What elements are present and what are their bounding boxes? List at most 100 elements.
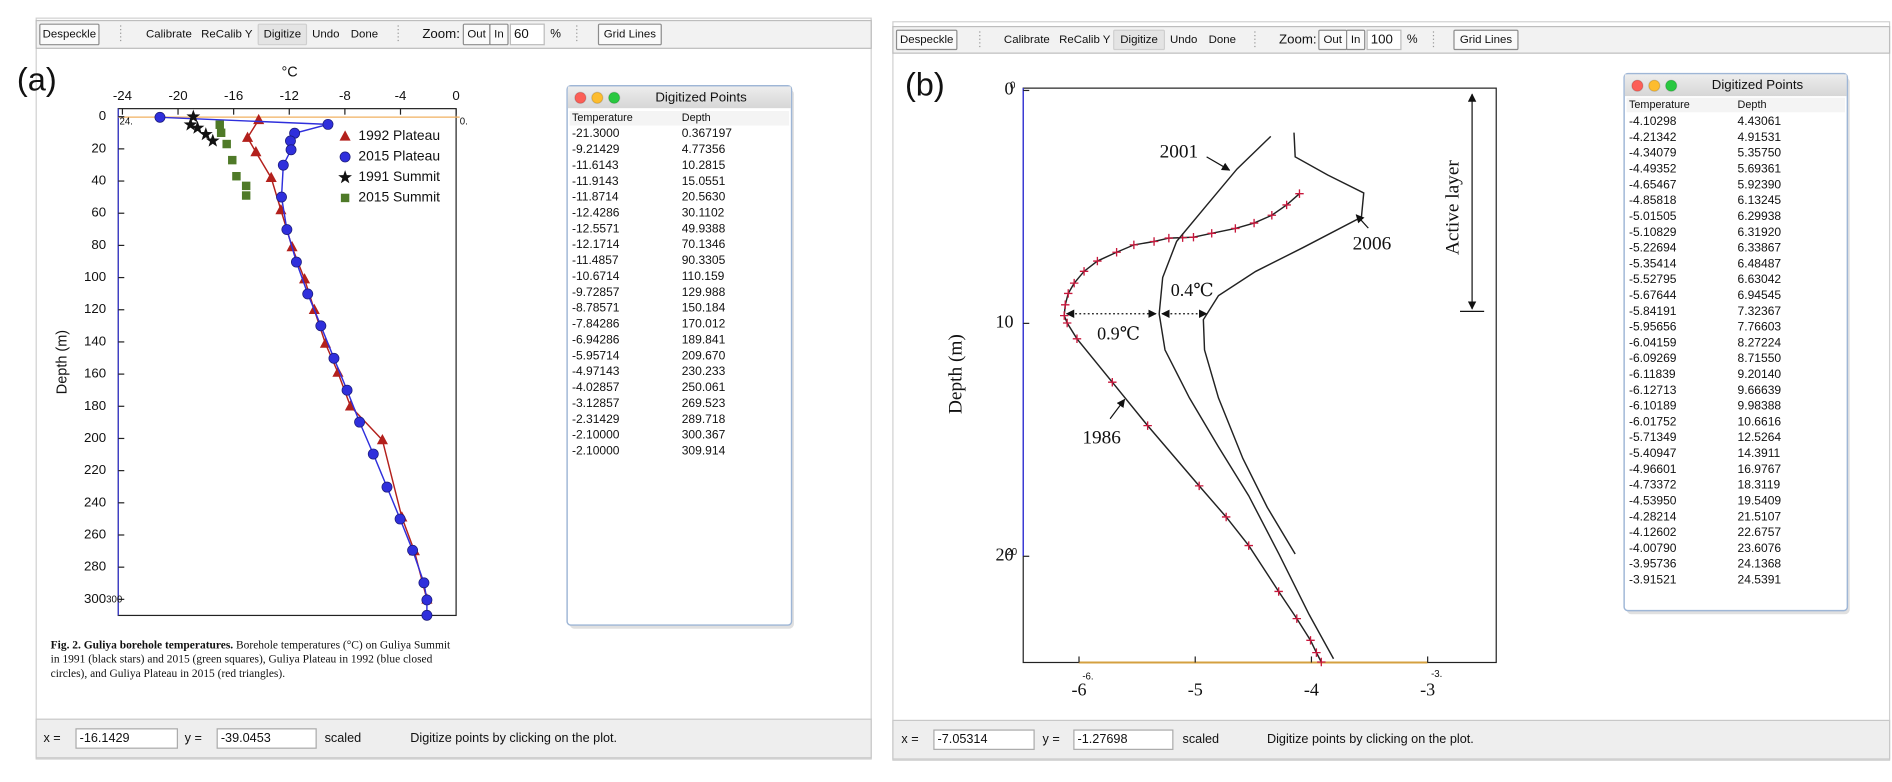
y-tick-label: 200	[84, 430, 106, 445]
button-frame[interactable]	[1113, 29, 1166, 51]
table-cell: 5.69361	[1738, 162, 1782, 176]
point	[299, 273, 311, 284]
point	[1295, 189, 1304, 198]
grid-button[interactable]: Grid Lines	[604, 28, 656, 40]
point	[241, 181, 251, 191]
zoom-button[interactable]: In	[1351, 34, 1361, 46]
table-cell: -11.4857	[572, 253, 619, 267]
point	[1306, 636, 1315, 645]
window-control[interactable]	[1665, 79, 1678, 92]
toolbar-button[interactable]: Undo	[312, 28, 339, 40]
point	[1143, 421, 1152, 430]
y-tick-label: 20	[995, 544, 1013, 564]
title-bar	[1624, 74, 1847, 97]
point	[1207, 229, 1216, 238]
button-frame[interactable]	[1453, 29, 1519, 51]
zoom-input[interactable]	[509, 23, 545, 46]
point	[1064, 289, 1073, 298]
status-field	[216, 728, 317, 749]
point	[1061, 300, 1070, 309]
window-control[interactable]	[1648, 79, 1661, 92]
table-cell: 170.012	[682, 317, 726, 331]
toolbar-button[interactable]: Calibrate	[1004, 34, 1050, 46]
panel-label: (b)	[905, 67, 945, 103]
table-cell: -4.02857	[572, 380, 620, 394]
table-cell: 6.13245	[1738, 193, 1782, 207]
calibration-label: -6.	[1082, 672, 1093, 683]
toolbar-button[interactable]: Done	[1209, 34, 1236, 46]
point	[1069, 278, 1079, 288]
table-cell: -5.95656	[1629, 320, 1677, 334]
point	[322, 118, 334, 130]
zoom-button[interactable]: Out	[1323, 34, 1342, 46]
x-tick-label: -5	[1188, 680, 1203, 700]
calibration-label: 20	[1006, 547, 1017, 558]
toolbar-button[interactable]: ReCalib Y	[1059, 34, 1111, 46]
point	[302, 288, 314, 300]
point	[242, 131, 254, 142]
button-frame[interactable]	[39, 23, 100, 46]
table-cell: -5.67644	[1629, 288, 1677, 302]
toolbar-button[interactable]: Despeckle	[900, 34, 953, 46]
toolbar-button[interactable]: Digitize	[1120, 34, 1158, 46]
table-cell: -3.12857	[572, 396, 620, 410]
window-control[interactable]	[608, 91, 621, 104]
status-value: -7.05314	[938, 732, 988, 746]
button-frame[interactable]	[489, 23, 509, 46]
column-header: Temperature	[1629, 99, 1690, 111]
panel-label: (a)	[17, 62, 57, 98]
x-tick-label: -6	[1071, 680, 1086, 700]
table-cell: -11.8714	[572, 190, 619, 204]
table-cell: 6.63042	[1738, 272, 1782, 286]
pointer-arrow	[1206, 156, 1231, 171]
toolbar-button[interactable]: Undo	[1170, 34, 1197, 46]
window-control[interactable]	[574, 91, 587, 104]
point	[186, 109, 201, 123]
zoom-button[interactable]: In	[494, 28, 504, 40]
point	[222, 139, 231, 149]
status-mode: scaled	[1183, 732, 1220, 746]
point	[315, 320, 327, 332]
toolbar-button[interactable]: Despeckle	[43, 28, 96, 40]
zoom-label: Zoom:	[422, 26, 460, 41]
table-cell: -2.10000	[572, 444, 620, 458]
toolbar-button[interactable]: Calibrate	[146, 28, 192, 40]
window-control[interactable]	[591, 91, 604, 104]
legend-label: 2015 Plateau	[358, 148, 440, 164]
table-cell: -7.84286	[572, 317, 620, 331]
table-cell: 289.718	[682, 412, 726, 426]
table-cell: 24.5391	[1738, 573, 1782, 587]
toolbar-button[interactable]: ReCalib Y	[201, 28, 253, 40]
table-header	[569, 111, 790, 126]
plot-frame	[1022, 87, 1497, 664]
x-tick-label: 0	[452, 88, 459, 103]
point	[216, 128, 226, 138]
zoom-input[interactable]	[1366, 29, 1402, 51]
window-control[interactable]	[1631, 79, 1644, 92]
zoom-button[interactable]: Out	[467, 28, 486, 40]
window-title: Digitized Points	[655, 89, 747, 104]
y-tick-label: 240	[84, 494, 106, 509]
button-frame[interactable]	[257, 23, 308, 46]
button-frame[interactable]	[895, 29, 958, 51]
table-cell: -5.40947	[1629, 446, 1677, 460]
y-tick-label: 220	[84, 462, 106, 477]
calibration-label: 0.	[460, 116, 468, 127]
caption-text: Borehole temperatures (°C) on Guliya Sum…	[233, 639, 451, 651]
table-cell: 6.94545	[1738, 288, 1782, 302]
toolbar-button[interactable]: Done	[351, 28, 378, 40]
toolbar-button[interactable]: Digitize	[264, 28, 302, 40]
grid-button[interactable]: Grid Lines	[1460, 34, 1512, 46]
table-cell: -4.85818	[1629, 193, 1677, 207]
zoom-label: Zoom:	[1279, 31, 1317, 46]
y-axis-label: Depth (m)	[55, 330, 71, 394]
table-cell: -4.34079	[1629, 146, 1677, 160]
point	[1317, 657, 1326, 667]
annotation: 0.4℃	[1171, 280, 1214, 300]
button-frame[interactable]	[597, 23, 662, 46]
point	[250, 146, 262, 157]
y-tick-label: 0	[1005, 79, 1014, 99]
table-cell: -4.10298	[1629, 114, 1677, 128]
button-frame[interactable]	[1345, 29, 1366, 51]
